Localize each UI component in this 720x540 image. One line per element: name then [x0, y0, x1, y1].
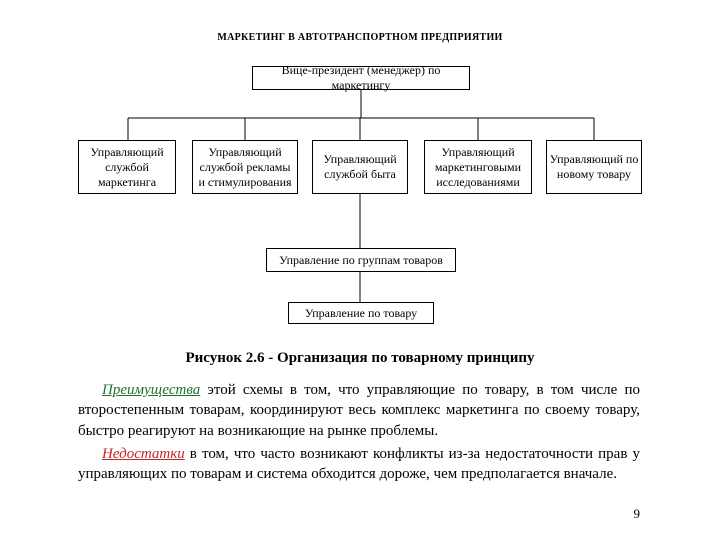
page-number: 9 [634, 506, 641, 522]
paragraph-advantages: Преимущества этой схемы в том, что управ… [78, 380, 640, 443]
page: МАРКЕТИНГ В АВТОТРАНСПОРТНОМ ПРЕДПРИЯТИИ… [0, 0, 720, 540]
node-c3-label: Управляющий службой быта [315, 152, 405, 182]
node-g1: Управление по группам товаров [266, 248, 456, 272]
node-c4: Управляющий маркетинговыми исследованиям… [424, 140, 532, 194]
node-c1-label: Управляющий службой маркетинга [81, 145, 173, 190]
node-c1: Управляющий службой маркетинга [78, 140, 176, 194]
disadvantages-lead: Недостатки [102, 446, 185, 462]
node-g2-label: Управление по товару [305, 306, 417, 321]
node-c3: Управляющий службой быта [312, 140, 408, 194]
advantages-lead: Преимущества [102, 382, 200, 398]
node-c4-label: Управляющий маркетинговыми исследованиям… [427, 145, 529, 190]
document-header: МАРКЕТИНГ В АВТОТРАНСПОРТНОМ ПРЕДПРИЯТИИ [0, 32, 720, 43]
node-c5: Управляющий по новому товару [546, 140, 642, 194]
node-c2-label: Управляющий службой рекламы и стимулиров… [195, 145, 295, 190]
node-g1-label: Управление по группам товаров [279, 253, 443, 268]
figure-caption: Рисунок 2.6 - Организация по товарному п… [0, 350, 720, 367]
node-c5-label: Управляющий по новому товару [549, 152, 639, 182]
paragraph-disadvantages: Недостатки в том, что часто возникают ко… [78, 444, 640, 487]
org-chart: Вице-президент (менеджер) по маркетингу … [0, 58, 720, 338]
node-c2: Управляющий службой рекламы и стимулиров… [192, 140, 298, 194]
node-g2: Управление по товару [288, 302, 434, 324]
node-root: Вице-президент (менеджер) по маркетингу [252, 66, 470, 90]
chart-connectors [0, 58, 720, 338]
node-root-label: Вице-президент (менеджер) по маркетингу [255, 63, 467, 93]
